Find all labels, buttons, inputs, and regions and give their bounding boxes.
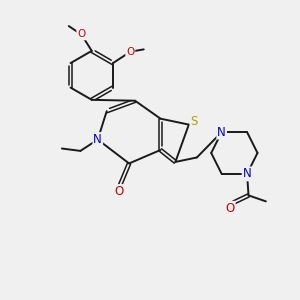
Text: S: S: [190, 115, 198, 128]
Text: O: O: [114, 185, 123, 198]
Text: O: O: [77, 29, 86, 39]
Text: N: N: [93, 133, 102, 146]
Text: N: N: [243, 167, 251, 180]
Text: O: O: [126, 47, 134, 57]
Text: N: N: [217, 126, 226, 139]
Text: O: O: [225, 202, 235, 215]
